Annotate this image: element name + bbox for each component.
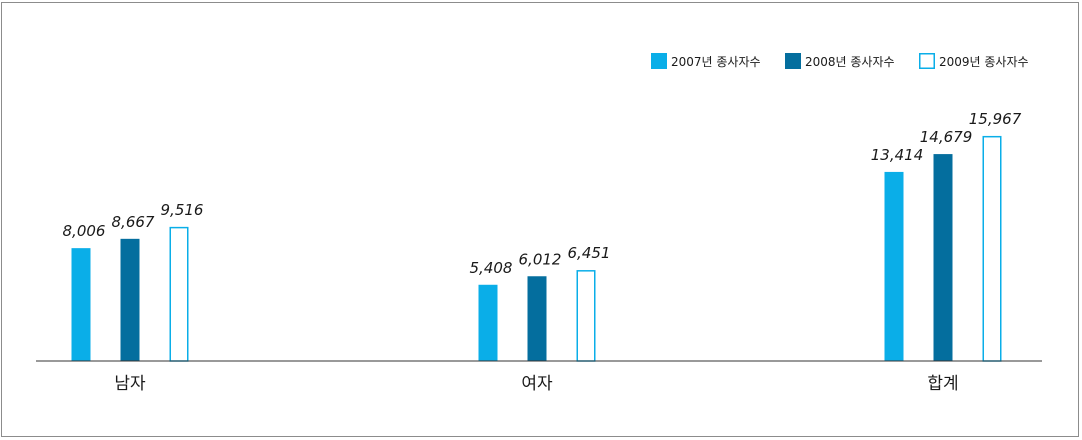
data-labels-layer: 8,006 8,667 9,516 5,408 6,012 6,451 13,41414,6…: [63, 110, 1022, 277]
legend-swatch-2: [785, 53, 801, 69]
data-label-3-3: 15,967: [969, 110, 1022, 128]
legend-swatch-1: [651, 53, 667, 69]
data-label-2-3: 14,679: [920, 128, 973, 146]
bar-1-1: [71, 248, 91, 361]
bar-3-3: [982, 135, 1002, 362]
bar-2-3: [933, 154, 953, 361]
bar-2-2: [527, 276, 547, 361]
category-labels-layer: 남자 여자 합계: [114, 374, 958, 394]
data-label-1-1: 8,006: [63, 222, 106, 240]
category-label-3: 합계: [927, 374, 958, 394]
data-label-2-2: 6,012: [519, 250, 562, 268]
bar-3-1: [169, 226, 189, 362]
legend: 2007년 종사자수 2008년 종사자수 2009년 종사자수: [651, 53, 1029, 69]
bars-layer: [71, 135, 1002, 362]
category-label-2: 여자: [521, 374, 553, 394]
data-label-3-2: 6,451: [568, 244, 611, 262]
category-label-1: 남자: [114, 374, 146, 394]
bar-1-2: [478, 284, 498, 361]
data-label-2-1: 8,667: [112, 213, 155, 231]
legend-label-1: 2007년 종사자수: [671, 55, 761, 69]
data-label-3-1: 9,516: [161, 201, 204, 219]
bar-2-1: [120, 238, 140, 361]
bar-1-3: [884, 171, 904, 361]
legend-label-2: 2008년 종사자수: [805, 55, 895, 69]
data-label-1-2: 5,408: [470, 259, 513, 277]
legend-swatch-3: [919, 53, 935, 69]
bar-3-2: [576, 270, 596, 362]
data-label-1-3: 13,414: [871, 146, 924, 164]
legend-label-3: 2009년 종사자수: [939, 55, 1029, 69]
